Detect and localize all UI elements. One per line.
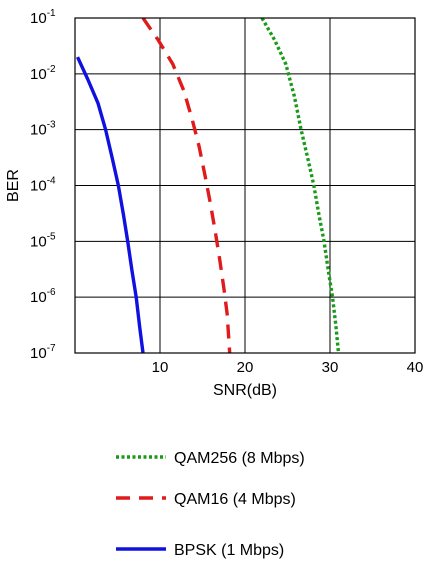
series-line-qam16: [141, 18, 232, 353]
legend: QAM256 (8 Mbps) QAM16 (4 Mbps) BPSK (1 Mbp…: [116, 450, 305, 559]
y-tick-exponent: -3: [47, 120, 56, 131]
x-tick-label: 30: [322, 359, 339, 376]
x-tick-labels: 10 20 30 40: [152, 359, 424, 376]
y-tick-exponent: -7: [47, 343, 56, 354]
y-tick-label: 10-7: [30, 343, 56, 362]
y-tick-label: 10-5: [30, 231, 56, 250]
x-tick-label: 20: [237, 359, 254, 376]
y-axis-label: BER: [5, 169, 22, 202]
x-tick-label: 40: [407, 359, 424, 376]
y-tick-exponent: -1: [47, 8, 56, 19]
series-line-qam256: [260, 18, 341, 353]
legend-item-qam256: QAM256 (8 Mbps): [116, 450, 305, 467]
series-group: [76, 18, 341, 353]
y-tick-exponent: -4: [47, 176, 56, 187]
y-tick-label: 10-1: [30, 8, 56, 27]
legend-label: QAM16 (4 Mbps): [174, 491, 296, 508]
legend-label: BPSK (1 Mbps): [174, 542, 284, 559]
y-tick-label: 10-3: [30, 120, 56, 139]
y-tick-base: 10: [30, 66, 47, 83]
y-tick-base: 10: [30, 10, 47, 27]
legend-label: QAM256 (8 Mbps): [174, 450, 305, 467]
series-line-bpsk: [76, 56, 145, 353]
y-tick-label: 10-6: [30, 287, 56, 306]
y-tick-label: 10-2: [30, 64, 56, 83]
y-tick-exponent: -2: [47, 64, 56, 75]
y-tick-base: 10: [30, 345, 47, 362]
legend-item-bpsk: BPSK (1 Mbps): [116, 542, 284, 559]
y-tick-exponent: -6: [47, 287, 56, 298]
y-tick-exponent: -5: [47, 231, 56, 242]
y-tick-base: 10: [30, 122, 47, 139]
plot-frame: [74, 17, 416, 354]
x-tick-label: 10: [152, 359, 169, 376]
y-tick-base: 10: [30, 178, 47, 195]
y-tick-base: 10: [30, 233, 47, 250]
y-tick-base: 10: [30, 289, 47, 306]
y-tick-labels: 10-110-210-310-410-510-610-7: [30, 8, 56, 362]
x-axis-label: SNR(dB): [213, 382, 277, 399]
legend-item-qam16: QAM16 (4 Mbps): [116, 491, 296, 508]
grid: [75, 18, 415, 353]
y-tick-label: 10-4: [30, 176, 56, 195]
